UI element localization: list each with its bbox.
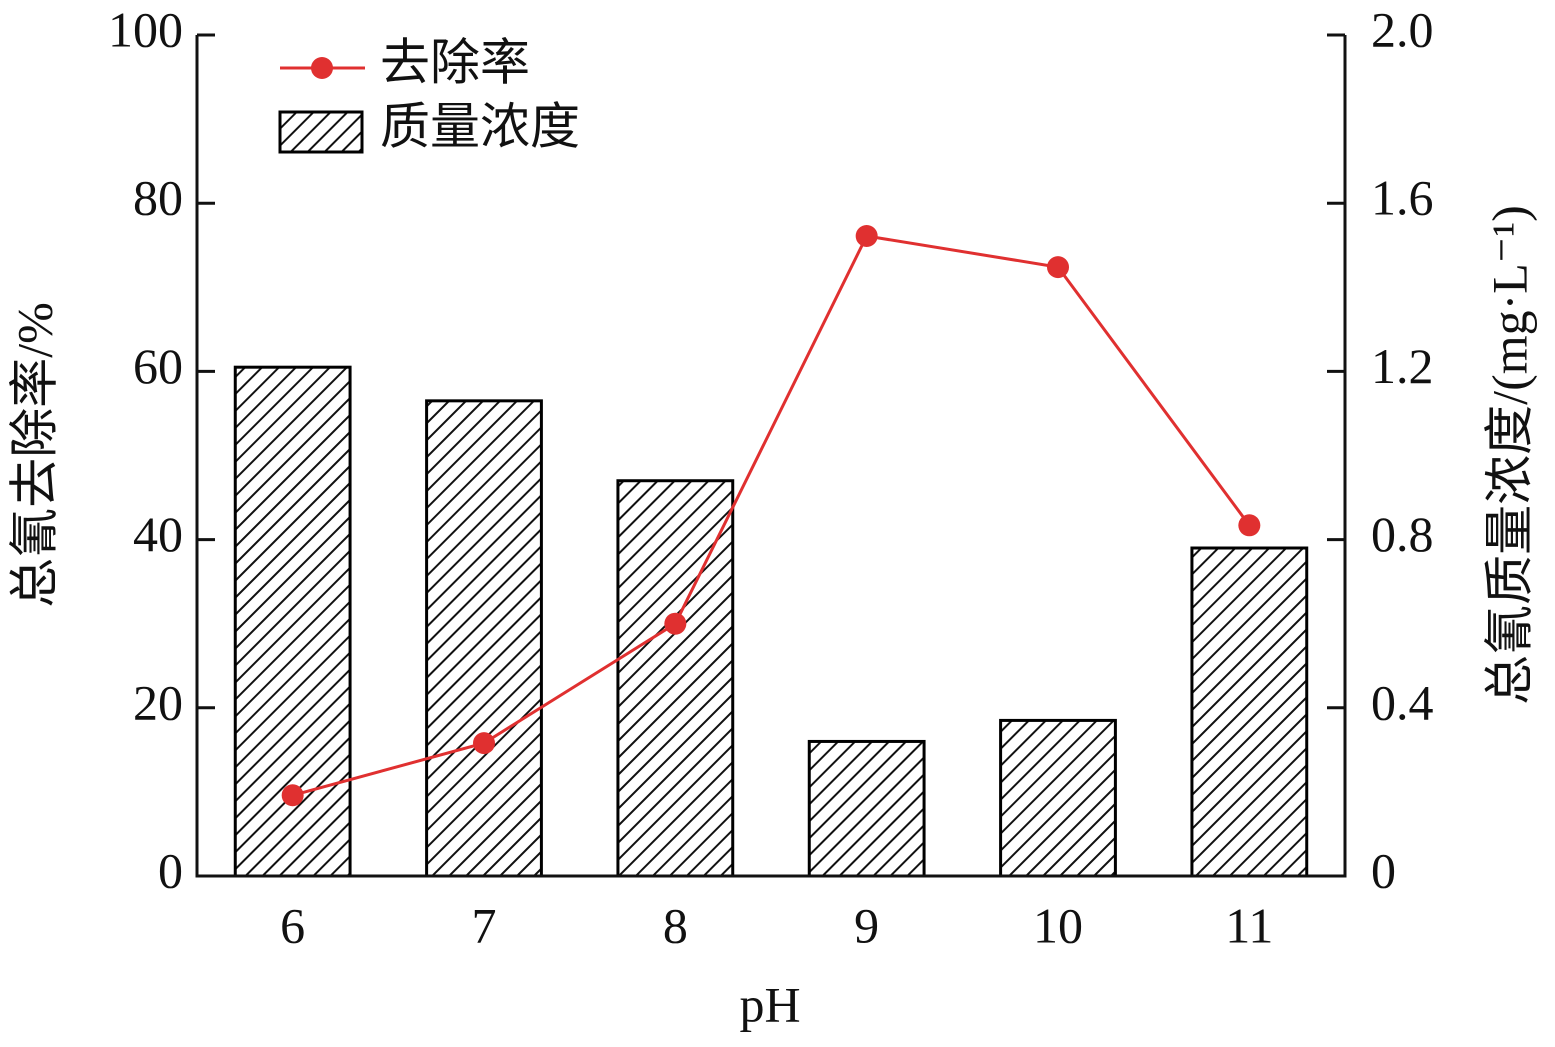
bar [807,739,926,878]
marker [1238,514,1261,537]
y2-tick-label: 0.4 [1371,674,1434,730]
y-axis-label: 总氰去除率/% [6,302,62,608]
marker [1047,256,1069,279]
legend-swatch [278,110,364,154]
legend-label: 质量浓度 [380,98,580,154]
x-axis-label: pH [739,976,800,1032]
y-tick-label: 60 [133,338,183,394]
legend-marker [311,57,333,79]
y2-tick-label: 0.8 [1371,506,1434,562]
x-tick-label: 11 [1225,897,1273,953]
y-tick-label: 100 [108,1,183,57]
legend-label: 去除率 [380,34,530,90]
y2-axis-label: 总氰质量浓度/(mg·L⁻¹) [1481,205,1537,705]
bar [999,718,1117,878]
marker [473,732,495,755]
bar [425,399,543,878]
x-tick-label: 6 [280,897,305,953]
x-tick-label: 9 [854,897,879,953]
y-tick-label: 80 [133,170,183,226]
y2-tick-label: 1.6 [1371,170,1434,226]
y-tick-label: 0 [158,842,183,898]
x-tick-label: 7 [472,897,497,953]
y-tick-label: 20 [133,674,183,730]
y2-tick-label: 2.0 [1371,1,1434,57]
y2-tick-label: 1.2 [1371,338,1434,394]
axes-frame [195,35,1347,878]
bar [1190,546,1309,878]
marker [855,224,878,247]
x-tick-label: 10 [1033,897,1083,953]
y-tick-label: 40 [133,506,183,562]
marker [664,612,687,635]
y2-tick-label: 0 [1371,842,1396,898]
line [292,234,1251,797]
marker [281,784,304,807]
x-tick-label: 8 [663,897,688,953]
